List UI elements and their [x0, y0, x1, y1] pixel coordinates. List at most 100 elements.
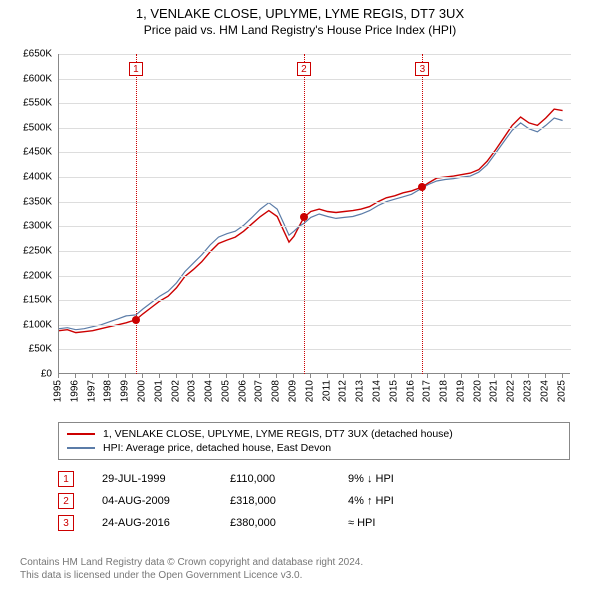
footer-attribution: Contains HM Land Registry data © Crown c…: [20, 556, 580, 582]
x-axis-label: 2002: [170, 380, 181, 402]
sale-dot: [300, 213, 308, 221]
x-tick: [377, 374, 378, 378]
x-tick: [327, 374, 328, 378]
x-axis-label: 2013: [355, 380, 366, 402]
x-tick: [411, 374, 412, 378]
sale-marker-number: 2: [58, 493, 74, 509]
x-axis-label: 2016: [405, 380, 416, 402]
x-tick: [125, 374, 126, 378]
y-axis-label: £300K: [23, 221, 52, 232]
x-tick: [427, 374, 428, 378]
x-tick: [209, 374, 210, 378]
sale-row: 2 04-AUG-2009 £318,000 4% ↑ HPI: [58, 490, 570, 512]
chart-title-block: 1, VENLAKE CLOSE, UPLYME, LYME REGIS, DT…: [0, 0, 600, 38]
series-line-price_paid: [59, 109, 563, 333]
sale-row: 3 24-AUG-2016 £380,000 ≈ HPI: [58, 512, 570, 534]
x-tick: [243, 374, 244, 378]
y-axis-label: £350K: [23, 196, 52, 207]
sale-date: 29-JUL-1999: [102, 473, 202, 485]
x-axis-label: 1999: [120, 380, 131, 402]
x-axis-label: 2014: [371, 380, 382, 402]
x-axis-label: 1995: [53, 380, 64, 402]
series-line-hpi: [59, 118, 563, 330]
x-tick: [75, 374, 76, 378]
x-tick: [259, 374, 260, 378]
x-axis-label: 1996: [69, 380, 80, 402]
y-axis-label: £250K: [23, 245, 52, 256]
legend-label: HPI: Average price, detached house, East…: [103, 442, 331, 454]
x-axis-label: 2005: [220, 380, 231, 402]
x-tick: [360, 374, 361, 378]
y-axis-label: £50K: [29, 344, 52, 355]
chart-area: 123 £0£50K£100K£150K£200K£250K£300K£350K…: [58, 54, 570, 374]
y-axis-label: £500K: [23, 122, 52, 133]
x-tick: [545, 374, 546, 378]
sale-row: 1 29-JUL-1999 £110,000 9% ↓ HPI: [58, 468, 570, 490]
x-axis-label: 2001: [153, 380, 164, 402]
x-tick: [176, 374, 177, 378]
legend-label: 1, VENLAKE CLOSE, UPLYME, LYME REGIS, DT…: [103, 428, 453, 440]
x-tick: [192, 374, 193, 378]
x-axis-label: 2012: [338, 380, 349, 402]
x-axis-label: 2004: [204, 380, 215, 402]
x-tick: [226, 374, 227, 378]
x-tick: [92, 374, 93, 378]
x-axis-label: 2006: [237, 380, 248, 402]
x-axis-label: 2009: [288, 380, 299, 402]
sale-dot: [132, 316, 140, 324]
x-axis-label: 2011: [321, 380, 332, 402]
x-tick: [343, 374, 344, 378]
x-tick: [394, 374, 395, 378]
x-axis-label: 2017: [422, 380, 433, 402]
legend-swatch: [67, 447, 95, 449]
sale-delta: 4% ↑ HPI: [348, 495, 468, 507]
sales-table: 1 29-JUL-1999 £110,000 9% ↓ HPI 2 04-AUG…: [58, 468, 570, 534]
footer-line2: This data is licensed under the Open Gov…: [20, 569, 580, 582]
x-axis-label: 2022: [506, 380, 517, 402]
x-axis-label: 2015: [388, 380, 399, 402]
sale-marker-number: 3: [58, 515, 74, 531]
sale-marker-box: 3: [415, 62, 429, 76]
footer-line1: Contains HM Land Registry data © Crown c…: [20, 556, 580, 569]
x-tick: [58, 374, 59, 378]
legend-item-hpi: HPI: Average price, detached house, East…: [67, 441, 561, 455]
y-axis-label: £0: [41, 369, 52, 380]
sale-marker-box: 1: [129, 62, 143, 76]
x-tick: [478, 374, 479, 378]
x-axis-label: 1997: [86, 380, 97, 402]
x-tick: [142, 374, 143, 378]
legend-item-price-paid: 1, VENLAKE CLOSE, UPLYME, LYME REGIS, DT…: [67, 427, 561, 441]
sale-price: £110,000: [230, 473, 320, 485]
sale-price: £380,000: [230, 517, 320, 529]
y-axis-label: £150K: [23, 295, 52, 306]
y-axis-label: £550K: [23, 98, 52, 109]
legend-swatch: [67, 433, 95, 435]
y-axis-label: £450K: [23, 147, 52, 158]
y-axis-label: £200K: [23, 270, 52, 281]
x-tick: [562, 374, 563, 378]
sale-date: 24-AUG-2016: [102, 517, 202, 529]
sale-dot: [418, 183, 426, 191]
x-axis-label: 2003: [187, 380, 198, 402]
sale-vline: [422, 54, 423, 374]
x-tick: [108, 374, 109, 378]
sale-marker-box: 2: [297, 62, 311, 76]
x-axis-label: 2018: [439, 380, 450, 402]
x-tick: [528, 374, 529, 378]
sale-vline: [136, 54, 137, 374]
x-axis-label: 2025: [556, 380, 567, 402]
x-axis-label: 2019: [455, 380, 466, 402]
plot-region: 1 2 3: [58, 54, 570, 374]
y-axis-label: £400K: [23, 172, 52, 183]
x-axis-label: 2020: [472, 380, 483, 402]
x-axis-label: 1998: [103, 380, 114, 402]
y-axis-label: £600K: [23, 73, 52, 84]
sale-date: 04-AUG-2009: [102, 495, 202, 507]
y-axis-label: £100K: [23, 319, 52, 330]
x-axis-label: 2010: [304, 380, 315, 402]
y-axis-label: £650K: [23, 49, 52, 60]
sale-delta: ≈ HPI: [348, 517, 468, 529]
sale-delta: 9% ↓ HPI: [348, 473, 468, 485]
sale-marker-number: 1: [58, 471, 74, 487]
x-axis-label: 2000: [136, 380, 147, 402]
